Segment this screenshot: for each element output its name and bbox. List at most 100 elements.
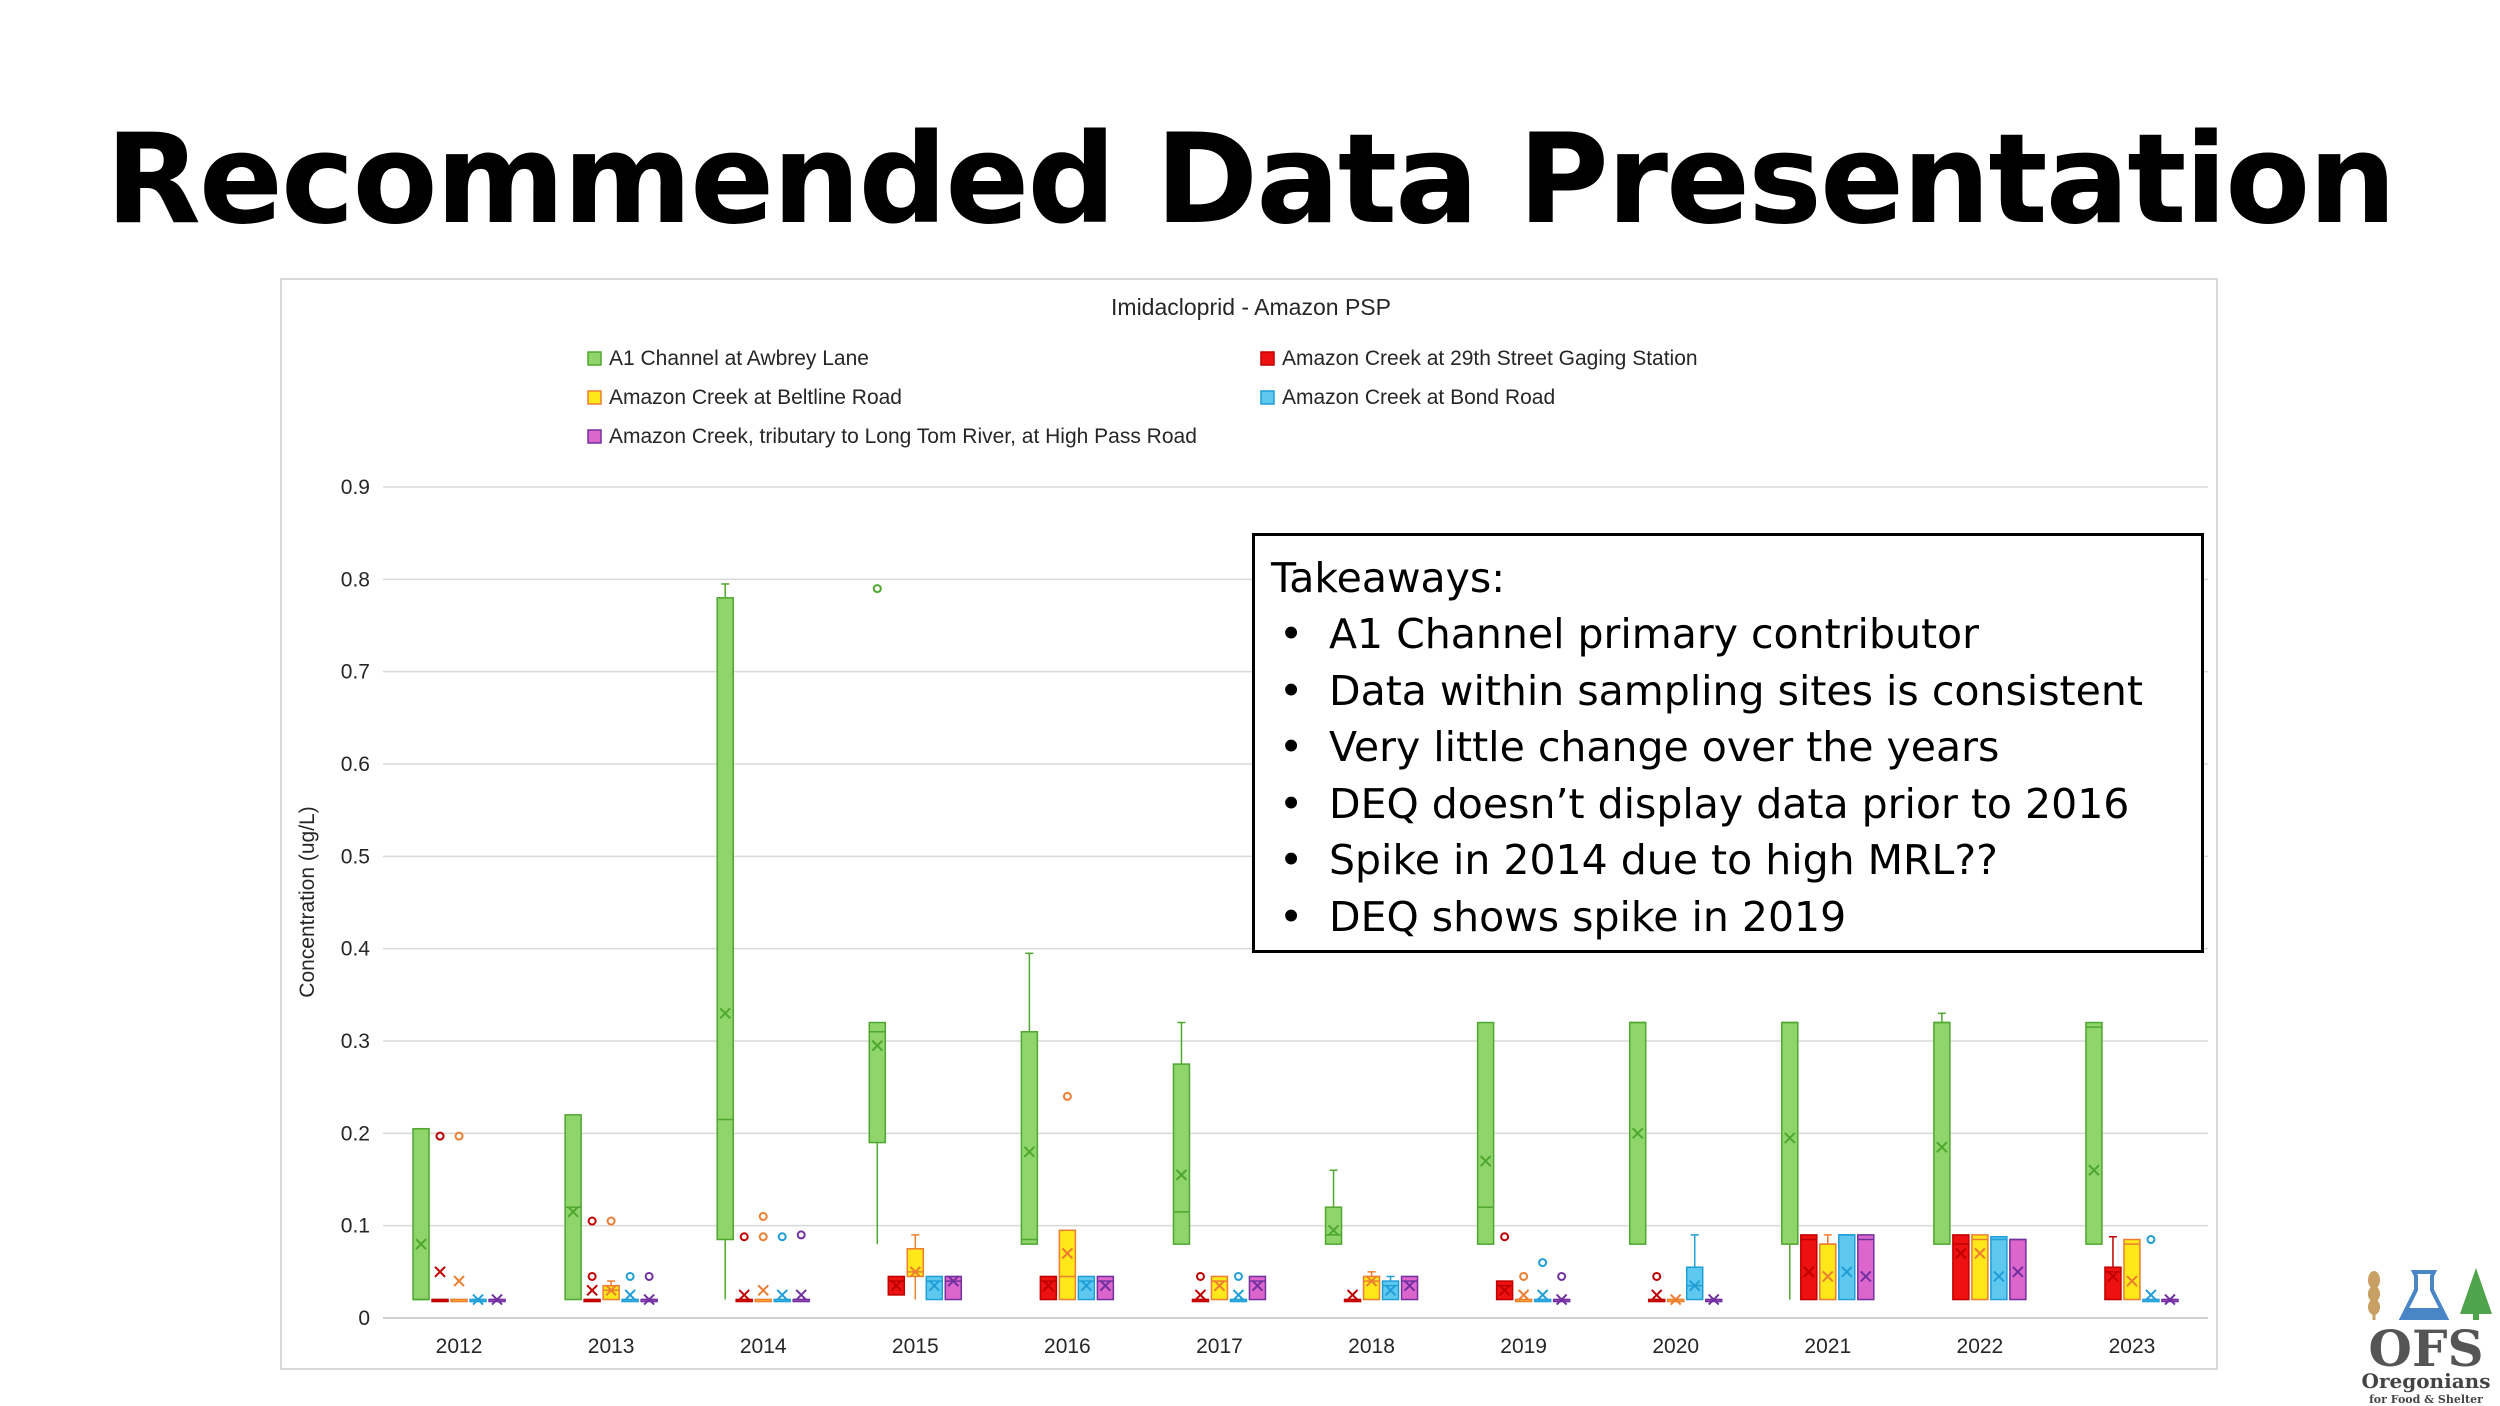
box-body xyxy=(1838,1234,1856,1301)
mean-marker xyxy=(890,1279,902,1292)
box-0 xyxy=(1324,1169,1343,1245)
mean-stroke xyxy=(1803,1266,1815,1278)
y-tick-label: 0.3 xyxy=(341,1030,370,1053)
y-tick-label: 0.2 xyxy=(341,1122,370,1145)
outlier-point xyxy=(796,1230,806,1240)
box-2 xyxy=(1971,1234,1989,1301)
box-body xyxy=(602,1284,620,1301)
box-3 xyxy=(2142,1235,2160,1303)
x-tick-label: 2021 xyxy=(1804,1335,1851,1358)
mean-marker xyxy=(2107,1270,2119,1283)
mean-marker xyxy=(1175,1169,1188,1181)
box-3 xyxy=(1838,1234,1856,1301)
box-body xyxy=(1857,1234,1875,1301)
box-2 xyxy=(1058,1091,1077,1301)
box-4 xyxy=(2009,1238,2027,1301)
box-1 xyxy=(887,1275,906,1296)
mean-stroke xyxy=(2145,1289,2157,1301)
mean-stroke xyxy=(1708,1293,1720,1306)
y-tick-label: 0.8 xyxy=(341,568,370,591)
box-3 xyxy=(469,1293,487,1306)
legend-item: Amazon Creek at 29th Street Gaging Stati… xyxy=(1260,347,1698,370)
box-body xyxy=(1819,1243,1837,1301)
box-3 xyxy=(773,1232,791,1303)
box-1 xyxy=(1343,1289,1362,1303)
mean-marker xyxy=(1689,1279,1701,1292)
box-body xyxy=(1971,1234,1989,1301)
legend-item: Amazon Creek, tributary to Long Tom Rive… xyxy=(587,425,1197,448)
mean-marker xyxy=(947,1275,959,1287)
mean-stroke xyxy=(1213,1279,1226,1292)
mean-marker xyxy=(415,1238,427,1250)
mean-stroke xyxy=(1327,1224,1340,1236)
mean-stroke xyxy=(1042,1279,1055,1292)
box-body xyxy=(1952,1234,1970,1301)
x-tick-label: 2018 xyxy=(1348,1335,1395,1358)
box-body xyxy=(1210,1275,1229,1301)
mean-stroke xyxy=(491,1293,503,1306)
box-2 xyxy=(1362,1271,1381,1301)
mean-marker xyxy=(1955,1247,1967,1260)
box-body xyxy=(1020,1031,1039,1245)
box-4 xyxy=(1552,1271,1571,1306)
box-body xyxy=(1058,1229,1077,1301)
outlier-point xyxy=(587,1216,597,1226)
box-3 xyxy=(1533,1258,1552,1303)
box-4 xyxy=(944,1275,963,1301)
outlier-point xyxy=(739,1232,749,1242)
box-4 xyxy=(1704,1293,1723,1306)
mean-stroke xyxy=(757,1284,769,1297)
outlier-point xyxy=(587,1271,597,1281)
legend-label: Amazon Creek at 29th Street Gaging Stati… xyxy=(1282,347,1698,370)
mean-stroke xyxy=(719,1007,731,1020)
takeaway-item: • DEQ doesn’t display data prior to 2016 xyxy=(1279,779,2130,828)
mean-marker xyxy=(1232,1289,1245,1301)
mean-stroke xyxy=(1784,1132,1796,1144)
mean-marker xyxy=(1784,1132,1796,1144)
box-0 xyxy=(564,1114,582,1301)
mean-marker xyxy=(472,1293,484,1306)
box-body xyxy=(2123,1238,2141,1301)
logo-oregonians-text: Oregonians xyxy=(2362,1369,2491,1393)
x-tick-label: 2019 xyxy=(1500,1335,1547,1358)
box-4 xyxy=(1248,1275,1267,1301)
outlier-point xyxy=(1195,1271,1205,1281)
box-3 xyxy=(1381,1275,1400,1301)
box-body xyxy=(1933,1021,1951,1245)
box-body xyxy=(1781,1021,1799,1245)
box-body xyxy=(1800,1234,1818,1301)
box-2 xyxy=(2123,1238,2141,1301)
mean-stroke xyxy=(1080,1279,1093,1292)
y-tick-label: 0.5 xyxy=(341,845,370,868)
mean-stroke xyxy=(1517,1289,1530,1301)
mean-stroke xyxy=(1061,1247,1074,1260)
mean-marker xyxy=(1517,1289,1530,1301)
box-2 xyxy=(906,1234,925,1300)
outlier-point xyxy=(1519,1271,1529,1281)
takeaway-item: • Spike in 2014 due to high MRL?? xyxy=(1279,836,1998,884)
takeaways-list: • A1 Channel primary contributor • Data wi… xyxy=(1271,606,2201,945)
mean-marker xyxy=(434,1266,446,1278)
box-1 xyxy=(1495,1232,1514,1301)
mean-stroke xyxy=(1670,1293,1682,1306)
legend-swatch xyxy=(587,390,602,405)
tree-icon xyxy=(2460,1268,2492,1320)
box-1 xyxy=(1191,1271,1210,1303)
outlier-point xyxy=(606,1216,616,1226)
box-1 xyxy=(431,1131,449,1303)
mean-marker xyxy=(719,1007,731,1020)
box-0 xyxy=(868,584,887,1245)
mean-stroke xyxy=(1099,1279,1112,1292)
takeaway-item: • Very little change over the years xyxy=(1279,723,2000,771)
takeaway-item: • A1 Channel primary contributor xyxy=(1279,610,1979,658)
legend-swatch xyxy=(587,351,602,366)
mean-marker xyxy=(605,1284,617,1297)
mean-stroke xyxy=(415,1238,427,1250)
takeaway-text: Very little change over the years xyxy=(1329,723,2000,771)
mean-stroke xyxy=(871,1039,883,1052)
outlier-point xyxy=(777,1232,787,1242)
x-tick-label: 2020 xyxy=(1652,1335,1699,1358)
mean-marker xyxy=(2088,1164,2100,1176)
mean-stroke xyxy=(890,1279,902,1292)
mean-stroke xyxy=(1993,1270,2005,1283)
